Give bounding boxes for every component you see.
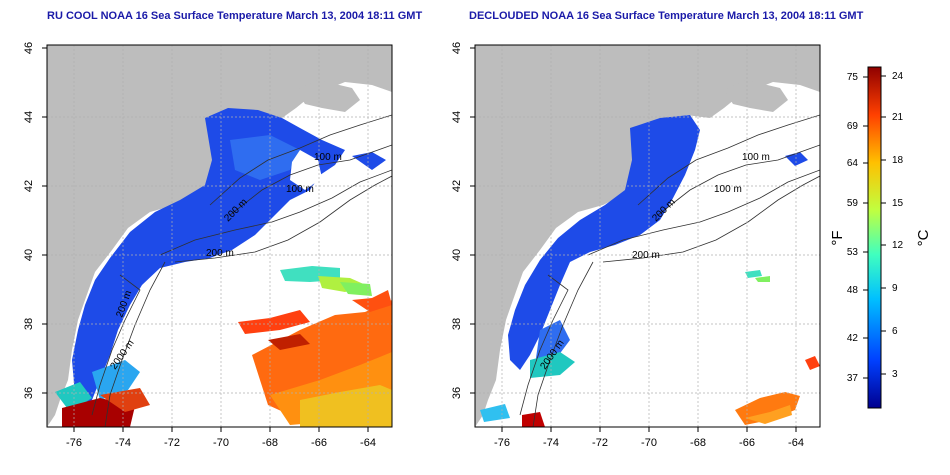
left-y-tick: 44	[23, 111, 35, 123]
right-contour-100m	[637, 114, 820, 206]
left-y-tick: 40	[23, 249, 35, 261]
celsius-tick: 18	[892, 155, 904, 166]
left-x-tick: -68	[262, 437, 278, 449]
fahrenheit-tick: 42	[847, 333, 859, 344]
left-map-panel: 100 m 100 m 200 m 200 m 200 m 2000 m -76…	[23, 42, 393, 449]
fahrenheit-tick: 53	[847, 247, 859, 258]
left-x-tick: -76	[66, 437, 82, 449]
celsius-tick: 3	[892, 369, 898, 380]
left-x-tick: -64	[360, 437, 376, 449]
celsius-tick: 24	[892, 71, 904, 82]
left-x-tick: -74	[115, 437, 131, 449]
celsius-tick: 9	[892, 283, 898, 294]
left-y-tick: 36	[23, 387, 35, 399]
left-warm-patch	[92, 360, 140, 400]
right-land-mass	[475, 45, 820, 427]
left-contour-label: 100 m	[314, 152, 342, 163]
right-y-tick: 36	[451, 387, 463, 399]
right-x-tick: -74	[543, 437, 559, 449]
right-contour-label: 100 m	[742, 152, 770, 163]
celsius-label: °C	[915, 229, 932, 246]
temperature-colorbar: 75 69 64 59 53 48 42 37 24 21 18 15 12 9…	[829, 66, 932, 409]
left-y-tick: 38	[23, 318, 35, 330]
left-x-tick: -70	[213, 437, 229, 449]
left-land-mass	[47, 45, 392, 427]
left-cold-water	[72, 108, 345, 410]
colorbar-gradient	[867, 66, 882, 409]
right-x-tick: -70	[641, 437, 657, 449]
fahrenheit-tick: 59	[847, 198, 859, 209]
fahrenheit-tick: 69	[847, 121, 859, 132]
right-x-tick: -76	[494, 437, 510, 449]
right-x-tick: -68	[690, 437, 706, 449]
right-x-tick: -64	[788, 437, 804, 449]
right-y-tick: 42	[451, 180, 463, 192]
right-panel-title: DECLOUDED NOAA 16 Sea Surface Temperatur…	[469, 10, 864, 22]
right-map-panel: 100 m 100 m 200 m 200 m 2000 m -76 -74 -…	[451, 42, 821, 449]
right-x-tick: -66	[739, 437, 755, 449]
right-y-tick: 44	[451, 111, 463, 123]
celsius-tick: 15	[892, 198, 904, 209]
left-x-tick: -66	[311, 437, 327, 449]
left-contour-label: 100 m	[286, 184, 314, 195]
fahrenheit-tick: 37	[847, 373, 859, 384]
left-panel-title: RU COOL NOAA 16 Sea Surface Temperature …	[47, 10, 423, 22]
celsius-tick: 12	[892, 240, 904, 251]
right-y-tick: 46	[451, 42, 463, 54]
celsius-tick: 6	[892, 326, 898, 337]
celsius-tick: 21	[892, 112, 904, 123]
fahrenheit-tick: 64	[847, 158, 859, 169]
right-y-tick: 38	[451, 318, 463, 330]
left-y-tick: 42	[23, 180, 35, 192]
right-contour-label: 100 m	[714, 184, 742, 195]
fahrenheit-tick: 75	[847, 72, 859, 83]
right-cold-water	[508, 115, 700, 370]
right-contour-label: 200 m	[632, 250, 660, 261]
fahrenheit-label: °F	[829, 230, 846, 245]
left-x-tick: -72	[164, 437, 180, 449]
right-y-tick: 40	[451, 249, 463, 261]
left-contour-label: 200 m	[206, 248, 234, 259]
left-y-tick: 46	[23, 42, 35, 54]
fahrenheit-tick: 48	[847, 285, 859, 296]
right-x-tick: -72	[592, 437, 608, 449]
left-contour-100m	[209, 114, 392, 206]
